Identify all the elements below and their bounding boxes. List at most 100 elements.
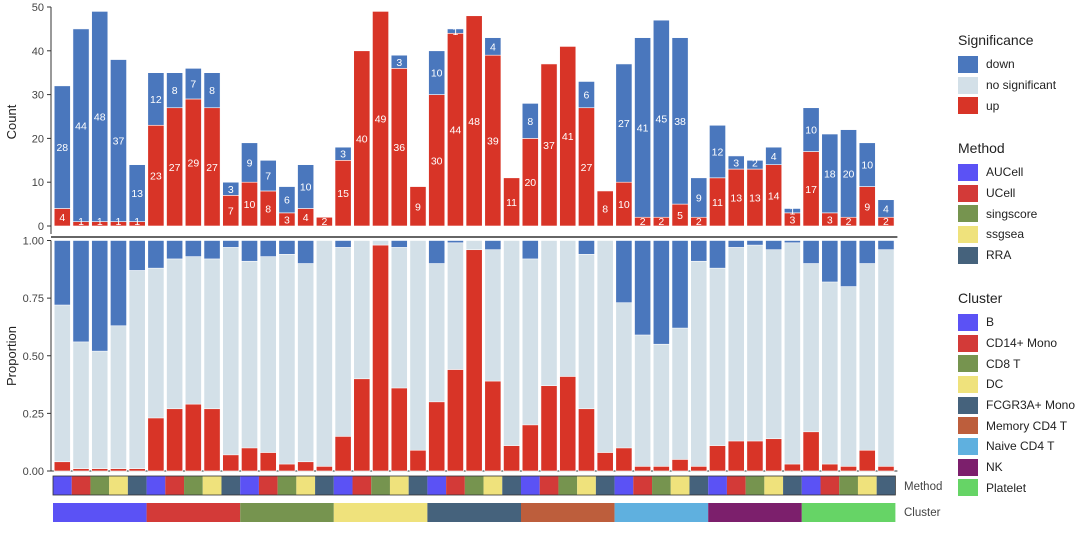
count-up-value-label: 17 xyxy=(805,184,817,196)
proportion-bar-up xyxy=(428,401,446,472)
cluster-legend-item: CD8 T xyxy=(958,353,1075,374)
count-bar-down xyxy=(765,146,783,165)
significance-legend-item: up xyxy=(958,95,1056,116)
count-up-value-label: 27 xyxy=(169,162,181,174)
proportion-bar-up xyxy=(91,468,109,472)
cluster-legend-swatch xyxy=(958,479,978,497)
cluster-legend-label: Naive CD4 T xyxy=(986,439,1055,454)
proportion-bar-up xyxy=(297,461,315,472)
proportion-bar-down xyxy=(634,240,652,336)
count-down-value-label: 9 xyxy=(696,193,702,205)
cluster-legend-item: Memory CD4 T xyxy=(958,415,1075,436)
cluster-track-label: Cluster xyxy=(904,507,941,519)
count-tick-label: 50 xyxy=(32,2,44,14)
count-down-value-label: 38 xyxy=(674,116,686,128)
proportion-bar-up xyxy=(184,403,202,472)
method-legend-label: AUCell xyxy=(986,165,1024,180)
count-bar-down xyxy=(821,133,839,214)
count-bar-down xyxy=(53,85,71,209)
method-track-cell xyxy=(521,476,540,495)
count-down-value-label: 44 xyxy=(75,120,87,132)
proportion-bar-up xyxy=(53,461,71,472)
method-track-cell xyxy=(539,476,559,495)
count-down-value-label: 1 xyxy=(452,26,458,38)
proportion-bar-up xyxy=(746,440,764,472)
proportion-bar-up xyxy=(447,369,464,472)
proportion-bar-down xyxy=(840,240,857,287)
count-up-value-label: 40 xyxy=(356,133,368,145)
proportion-bar-up xyxy=(409,449,427,472)
method-legend-label: singscore xyxy=(986,206,1038,221)
proportion-bar-up xyxy=(858,449,876,472)
count-down-value-label: 27 xyxy=(618,118,630,130)
significance-legend-title: Significance xyxy=(958,32,1034,48)
count-down-value-label: 9 xyxy=(247,157,253,169)
cluster-track-cell xyxy=(521,503,615,522)
method-legend-swatch xyxy=(958,163,978,181)
count-up-value-label: 2 xyxy=(658,216,664,228)
proportion-panel: 0.00 0.25 0.50 0.75 1.00 xyxy=(23,236,898,478)
count-up-value-label: 36 xyxy=(393,142,405,154)
count-up-value-label: 11 xyxy=(712,197,723,209)
method-track-cell xyxy=(446,476,465,495)
count-bar-up xyxy=(596,190,614,227)
count-up-value-label: 8 xyxy=(602,203,608,215)
proportion-bar-up xyxy=(390,387,408,472)
count-down-value-label: 10 xyxy=(861,160,873,172)
proportion-bar-ns xyxy=(783,240,801,472)
count-down-value-label: 1 xyxy=(789,205,795,217)
cluster-legend-swatch xyxy=(958,375,978,393)
count-bar-down xyxy=(615,63,633,183)
proportion-bar-up xyxy=(110,468,127,472)
method-track-cell xyxy=(857,476,877,495)
proportion-bar-up xyxy=(615,447,633,472)
count-up-value-label: 13 xyxy=(749,193,761,205)
significance-legend: Significance down no significant up xyxy=(958,32,1056,116)
method-track-cell xyxy=(427,476,447,495)
count-down-value-label: 3 xyxy=(340,149,346,161)
method-track-cell xyxy=(689,476,709,495)
proportion-bar-down xyxy=(428,240,446,264)
method-track-cell xyxy=(333,476,353,495)
proportion-bar-up xyxy=(259,452,277,472)
proportion-bar-down xyxy=(334,240,352,248)
count-bar-up xyxy=(559,46,577,227)
proportion-bar-down xyxy=(877,240,895,251)
proportion-bar-up xyxy=(578,408,595,472)
method-legend-swatch xyxy=(958,225,978,243)
count-down-value-label: 12 xyxy=(150,94,162,106)
count-bar-down xyxy=(709,124,726,179)
count-bar-down xyxy=(128,164,146,222)
count-up-value-label: 2 xyxy=(696,216,702,228)
count-down-value-label: 3 xyxy=(228,184,234,196)
cluster-track-cell xyxy=(614,503,709,522)
count-up-value-label: 1 xyxy=(134,216,140,228)
count-bar-down xyxy=(746,160,764,170)
proportion-bar-ns xyxy=(727,240,745,472)
cluster-legend-swatch xyxy=(958,437,978,455)
count-bar-down xyxy=(390,54,408,69)
count-up-value-label: 30 xyxy=(431,155,443,167)
count-bar-down xyxy=(802,107,820,152)
count-up-value-label: 2 xyxy=(846,216,852,228)
proportion-bar-up xyxy=(802,431,820,472)
count-down-value-label: 4 xyxy=(771,151,777,163)
proportion-bar-up xyxy=(353,378,371,472)
cluster-legend-label: Memory CD4 T xyxy=(986,418,1068,433)
proportion-bar-up xyxy=(596,452,614,472)
count-up-value-label: 9 xyxy=(415,201,421,213)
count-up-value-label: 9 xyxy=(864,201,870,213)
cluster-legend-item: DC xyxy=(958,374,1075,395)
cluster-legend-title: Cluster xyxy=(958,290,1003,306)
count-up-value-label: 41 xyxy=(562,131,574,143)
proportion-bar-up xyxy=(540,385,558,472)
count-bar-down xyxy=(783,208,801,214)
proportion-bar-down xyxy=(91,240,109,352)
method-track-cell xyxy=(389,476,409,495)
count-down-value-label: 10 xyxy=(300,182,312,194)
method-track-cell xyxy=(745,476,765,495)
significance-legend-item: down xyxy=(958,54,1056,75)
proportion-bar-up xyxy=(503,445,520,472)
method-track-cell xyxy=(165,476,185,495)
